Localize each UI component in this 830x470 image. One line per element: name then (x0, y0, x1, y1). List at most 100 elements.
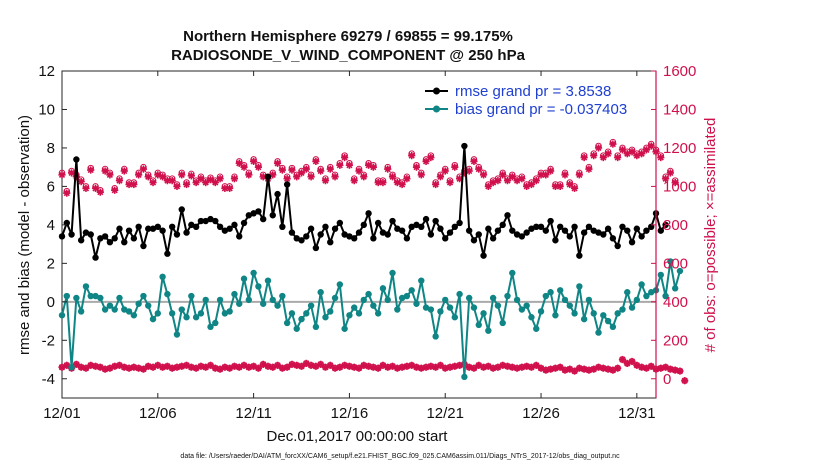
obs-assimilated-marker (187, 172, 195, 180)
rmse-point (643, 227, 650, 234)
rmse-point (183, 229, 190, 236)
obs-assimilated-marker (130, 180, 138, 189)
obs-assimilated-marker (484, 182, 492, 191)
bias-point (355, 310, 363, 317)
obs-bottom-assimilated-marker (614, 364, 622, 372)
obs-assimilated-marker (518, 175, 526, 183)
obs-assimilated-marker (547, 167, 555, 175)
obs-bottom-assimilated-marker (681, 377, 689, 385)
obs-assimilated-marker (566, 180, 574, 189)
bias-point (240, 275, 248, 282)
bias-point (585, 296, 593, 304)
rmse-point (509, 227, 516, 234)
obs-assimilated-marker (638, 150, 646, 158)
obs-assimilated-marker (312, 157, 320, 166)
obs-assimilated-marker (441, 167, 449, 175)
x-axis-ticks: 12/01 12/06 12/11 12/16 12/21 12/26 12/31 (43, 71, 656, 422)
rmse-point (221, 227, 229, 234)
bias-point (307, 302, 315, 309)
obs-bottom-assimilated-marker (532, 361, 540, 369)
bias-point (600, 312, 607, 319)
obs-assimilated-marker (235, 159, 243, 167)
obs-bottom-assimilated-marker (317, 360, 325, 368)
y-axis-ticks: -4 -2 0 2 4 6 8 10 12 (38, 63, 67, 388)
bias-point (346, 312, 353, 319)
bias-point (456, 290, 463, 298)
legend-rmse-label: rmse grand pr = 3.8538 (455, 83, 611, 100)
bias-point (149, 315, 157, 323)
bias-point (556, 287, 564, 294)
bias-point (341, 325, 348, 332)
bias-point (475, 321, 482, 329)
rmse-point (303, 233, 310, 240)
rmse-point (461, 142, 468, 150)
bias-series-line (61, 260, 681, 378)
obs-assimilated-marker (197, 175, 205, 183)
obs-assimilated-marker (317, 167, 325, 175)
bias-point (662, 292, 669, 300)
rmse-point (365, 210, 372, 217)
bias-point (470, 304, 478, 311)
bias-point (269, 296, 276, 304)
x-tick-label: 12/31 (618, 405, 656, 422)
obs-assimilated-marker (403, 175, 411, 183)
obs-assimilated-marker (106, 171, 114, 179)
obs-bottom-assimilated-marker (470, 364, 478, 372)
obs-assimilated-marker (556, 182, 564, 191)
rmse-point (408, 223, 415, 231)
obs-assimilated-marker (479, 171, 488, 179)
rmse-point (250, 210, 257, 217)
bias-point (528, 314, 535, 321)
obs-assimilated-marker (561, 171, 569, 179)
bias-point (159, 273, 166, 281)
rmse-point (312, 244, 320, 252)
obs-assimilated-marker (575, 171, 583, 179)
bias-point (178, 306, 185, 313)
bias-point (513, 296, 521, 304)
bias-point (283, 319, 291, 327)
obs-assimilated-marker (87, 166, 95, 174)
bias-point (580, 315, 588, 323)
chart-title-line1: Northern Hemisphere 69279 / 69855 = 99.1… (183, 28, 513, 45)
obs-assimilated-marker (278, 166, 286, 174)
bias-point (303, 310, 310, 317)
bias-point (125, 308, 133, 315)
rmse-point (394, 225, 401, 232)
rmse-point (499, 221, 506, 229)
bias-point (432, 333, 439, 340)
right-y-axis-label: # of obs: o=possible; ×=assimilated (702, 118, 719, 353)
bias-point (465, 294, 473, 302)
bias-point (384, 296, 391, 304)
right-y-tick-label: 200 (663, 332, 688, 349)
rmse-point (595, 229, 602, 236)
rmse-point (197, 217, 205, 225)
rmse-point (317, 231, 324, 238)
bias-point (422, 304, 430, 311)
legend-rmse-marker (433, 87, 440, 95)
right-y-tick-label: 1400 (663, 101, 696, 118)
bias-point (389, 269, 396, 277)
y-tick-label: -2 (42, 332, 55, 349)
bias-point (135, 300, 142, 307)
obs-bottom-assimilated-marker (570, 367, 579, 375)
bias-point (537, 308, 545, 315)
right-y-tick-label: 0 (663, 371, 671, 388)
obs-assimilated-marker (628, 148, 636, 156)
obs-assimilated-marker (321, 177, 330, 185)
obs-bottom-assimilated-marker (326, 361, 334, 369)
y-tick-label: 6 (47, 178, 55, 195)
rmse-point (609, 235, 617, 242)
bias-point (480, 310, 487, 317)
x-axis-label: Dec.01,2017 00:00:00 start (267, 428, 449, 445)
rmse-point (633, 225, 641, 232)
obs-assimilated-marker (63, 189, 71, 197)
obs-assimilated-marker (427, 153, 435, 162)
obs-assimilated-marker (475, 165, 483, 173)
bias-point (73, 294, 80, 302)
bias-point (442, 296, 449, 304)
obs-assimilated-marker (499, 171, 507, 179)
bias-point (331, 294, 339, 302)
obs-assimilated-marker (345, 161, 354, 169)
obs-bottom-assimilated-marker (647, 362, 655, 370)
rmse-point (561, 227, 569, 234)
